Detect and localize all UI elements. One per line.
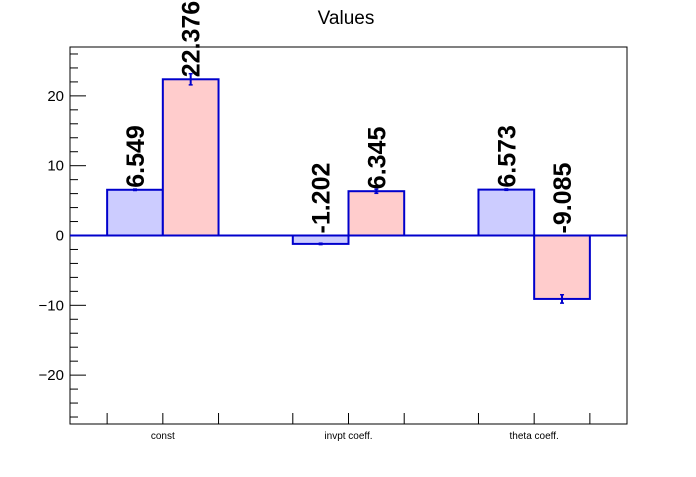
y-tick-label: −20 <box>39 367 64 384</box>
data-label: 6.573 <box>493 125 521 188</box>
bar <box>347 190 406 237</box>
error-bars <box>132 72 565 304</box>
x-tick-label: theta coeff. <box>510 431 559 442</box>
bar <box>533 234 591 300</box>
data-label: 22.376 <box>178 1 206 77</box>
data-labels: 6.549 -1.202 6.573 22.376 6.345 -9.085 <box>122 1 577 234</box>
chart-title: Values <box>318 8 375 29</box>
data-label: -9.085 <box>549 163 577 234</box>
bar <box>477 188 536 237</box>
data-label: 6.549 <box>122 125 150 188</box>
x-axis: const invpt coeff. theta coeff. <box>106 413 591 442</box>
data-label: -1.202 <box>308 163 336 234</box>
y-axis: −20 −10 0 10 20 <box>39 53 86 418</box>
bars <box>106 78 591 300</box>
bar <box>161 78 220 237</box>
data-label: 6.345 <box>363 127 391 190</box>
x-tick-label: const <box>151 431 175 442</box>
y-tick-label: −10 <box>39 297 64 314</box>
bar <box>106 188 164 237</box>
y-tick-label: 0 <box>56 228 64 245</box>
y-tick-label: 10 <box>47 158 64 175</box>
y-tick-label: 20 <box>47 88 64 105</box>
x-tick-label: invpt coeff. <box>324 431 372 442</box>
